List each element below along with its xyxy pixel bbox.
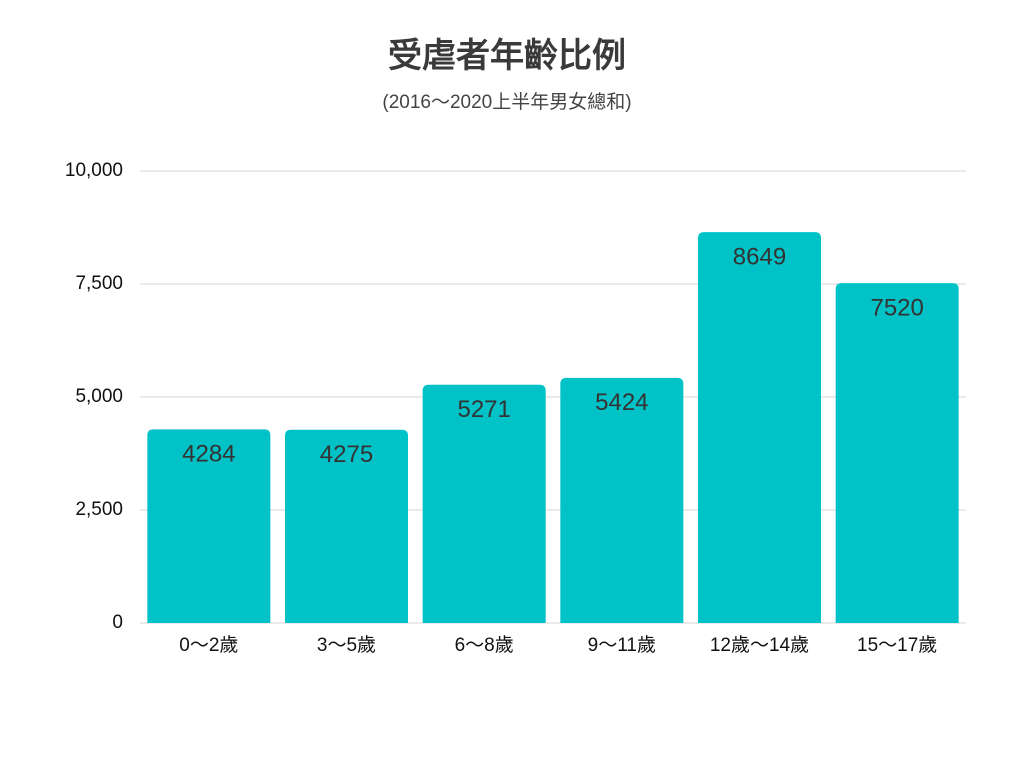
bar	[698, 232, 821, 624]
chart-subtitle: (2016～2020上半年男女總和)	[382, 91, 631, 113]
y-tick-label: 5,000	[75, 386, 123, 407]
bar	[285, 429, 408, 623]
data-label: 5424	[595, 389, 648, 416]
data-label: 4284	[182, 441, 235, 468]
bar	[835, 283, 959, 623]
bar	[560, 377, 684, 623]
y-tick-label: 2,500	[75, 499, 123, 520]
chart-title: 受虐者年齡比例	[388, 37, 626, 75]
x-tick-label: 3～5歲	[317, 634, 376, 656]
x-tick-label: 12歲～14歲	[710, 634, 809, 656]
bar	[422, 384, 546, 623]
y-tick-label: 10,000	[65, 160, 123, 181]
data-label: 7520	[870, 294, 923, 321]
data-label: 4275	[320, 441, 373, 468]
y-tick-label: 7,500	[75, 273, 123, 294]
x-tick-label: 6～8歲	[455, 634, 514, 656]
y-tick-label: 0	[112, 612, 123, 633]
data-label: 5271	[457, 396, 510, 423]
x-tick-label: 0～2歲	[179, 634, 238, 656]
bar	[147, 429, 271, 623]
data-label: 8649	[733, 243, 786, 270]
x-tick-label: 9～11歲	[588, 634, 656, 656]
x-tick-label: 15～17歲	[857, 634, 937, 656]
